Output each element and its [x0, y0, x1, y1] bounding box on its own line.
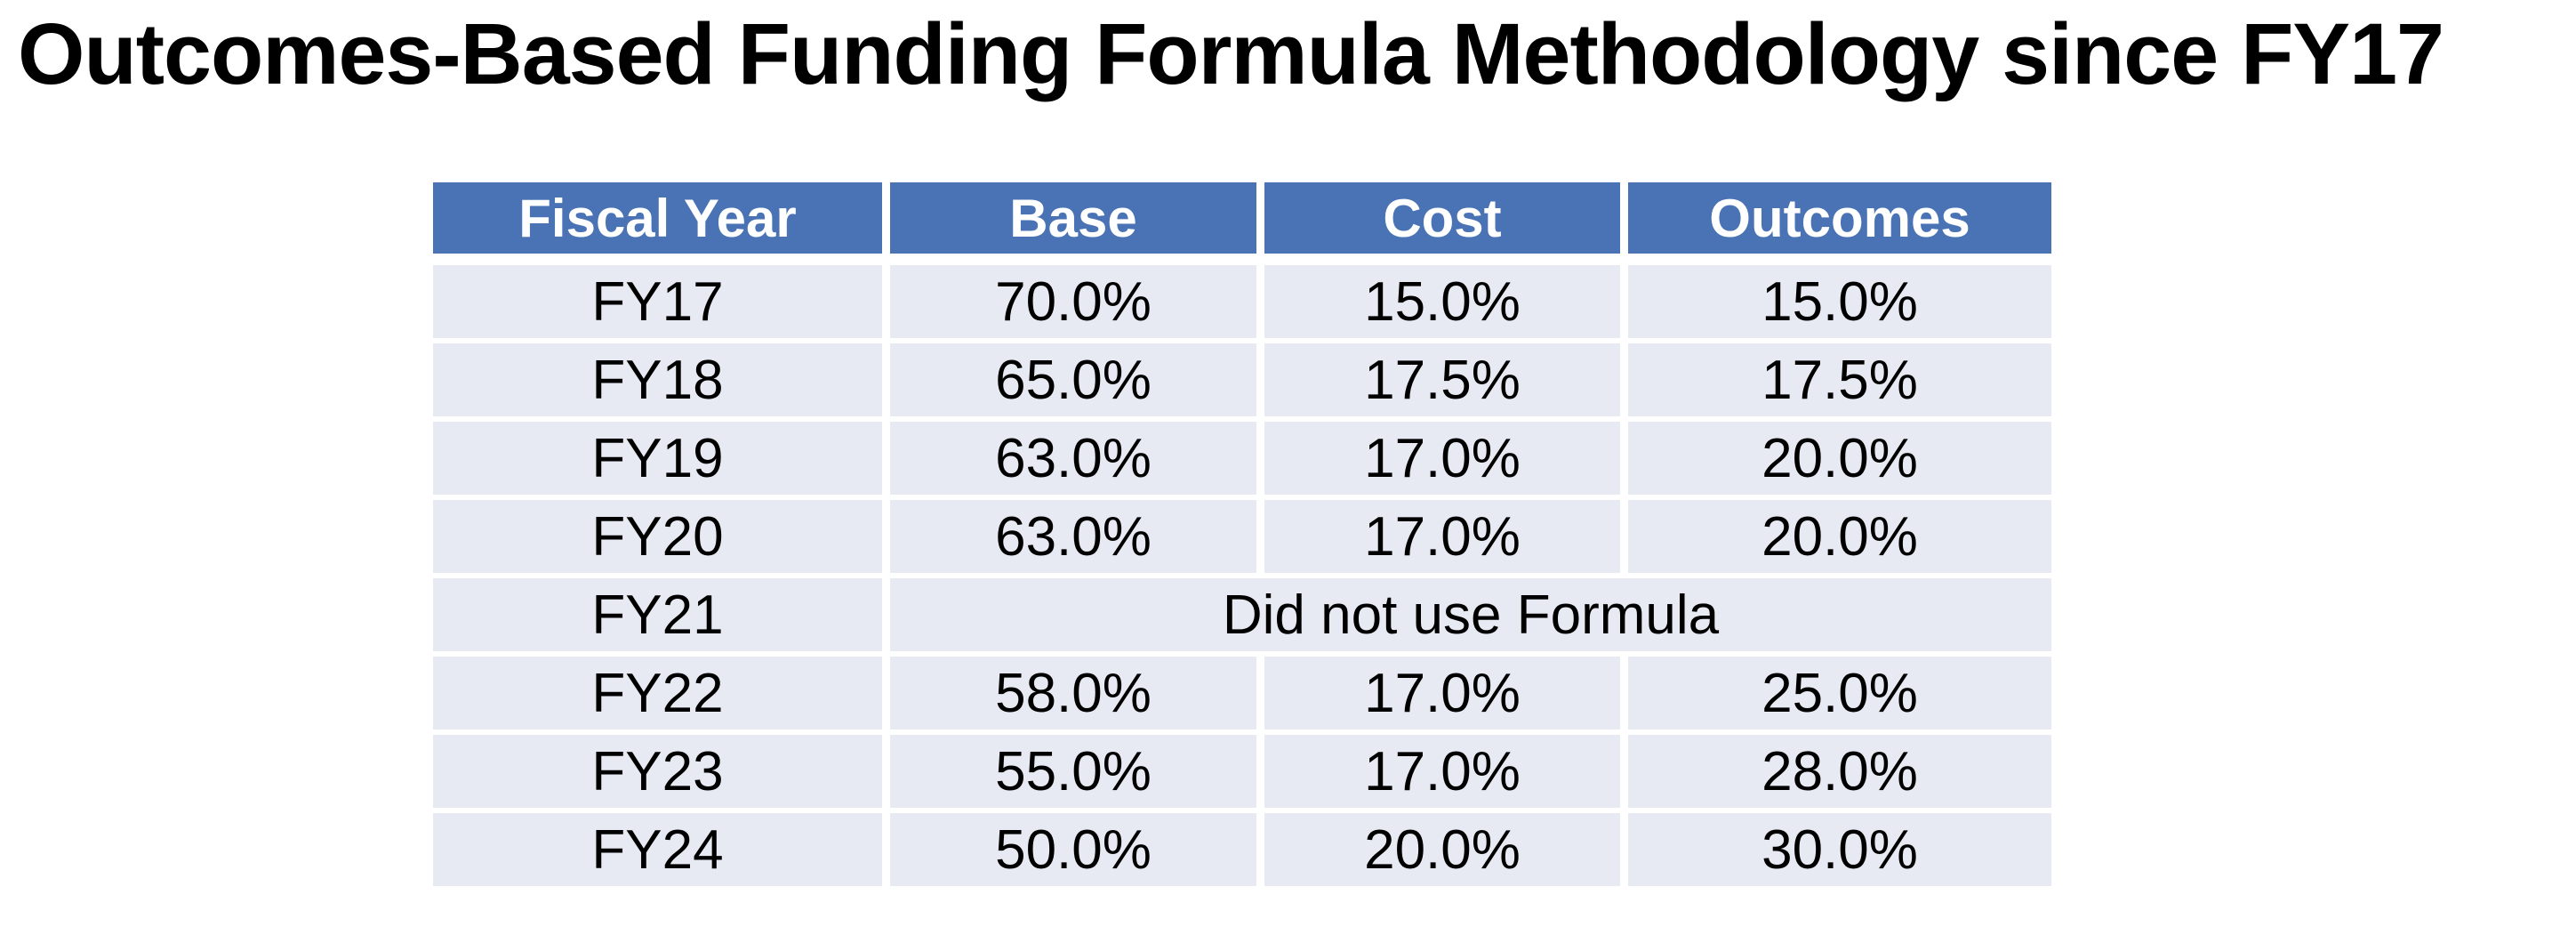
table-row-fy18: FY18 65.0% 17.5% 17.5% — [433, 343, 2051, 416]
table-row-fy19: FY19 63.0% 17.0% 20.0% — [433, 422, 2051, 495]
column-header-outcomes: Outcomes — [1628, 182, 2051, 260]
table-row-fy17: FY17 70.0% 15.0% 15.0% — [433, 265, 2051, 338]
cell-base: 58.0% — [890, 657, 1256, 729]
cell-base: 50.0% — [890, 813, 1256, 886]
cell-outcomes: 15.0% — [1628, 265, 2051, 338]
cell-year: FY24 — [433, 813, 882, 886]
cell-cost: 17.0% — [1264, 500, 1620, 573]
cell-cost: 17.0% — [1264, 735, 1620, 808]
table-row-fy24: FY24 50.0% 20.0% 30.0% — [433, 813, 2051, 886]
cell-year: FY23 — [433, 735, 882, 808]
table-row-fy21-merged: FY21 Did not use Formula — [433, 578, 2051, 651]
cell-cost: 17.0% — [1264, 657, 1620, 729]
cell-outcomes: 20.0% — [1628, 500, 2051, 573]
cell-outcomes: 17.5% — [1628, 343, 2051, 416]
cell-base: 63.0% — [890, 422, 1256, 495]
cell-outcomes: 28.0% — [1628, 735, 2051, 808]
column-header-cost: Cost — [1264, 182, 1620, 260]
funding-formula-table: Fiscal Year Base Cost Outcomes FY17 70.0… — [425, 177, 2059, 891]
page-title: Outcomes-Based Funding Formula Methodolo… — [18, 5, 2444, 102]
cell-merged-note: Did not use Formula — [890, 578, 2051, 651]
table-row-fy20: FY20 63.0% 17.0% 20.0% — [433, 500, 2051, 573]
cell-base: 63.0% — [890, 500, 1256, 573]
cell-cost: 17.5% — [1264, 343, 1620, 416]
cell-cost: 20.0% — [1264, 813, 1620, 886]
table-row-fy22: FY22 58.0% 17.0% 25.0% — [433, 657, 2051, 729]
cell-outcomes: 25.0% — [1628, 657, 2051, 729]
column-header-base: Base — [890, 182, 1256, 260]
cell-outcomes: 30.0% — [1628, 813, 2051, 886]
cell-year: FY17 — [433, 265, 882, 338]
cell-base: 70.0% — [890, 265, 1256, 338]
cell-year: FY19 — [433, 422, 882, 495]
cell-year: FY22 — [433, 657, 882, 729]
cell-cost: 17.0% — [1264, 422, 1620, 495]
cell-base: 65.0% — [890, 343, 1256, 416]
cell-base: 55.0% — [890, 735, 1256, 808]
cell-cost: 15.0% — [1264, 265, 1620, 338]
cell-outcomes: 20.0% — [1628, 422, 2051, 495]
cell-year: FY21 — [433, 578, 882, 651]
column-header-fiscal-year: Fiscal Year — [433, 182, 882, 260]
cell-year: FY18 — [433, 343, 882, 416]
cell-year: FY20 — [433, 500, 882, 573]
table-row-fy23: FY23 55.0% 17.0% 28.0% — [433, 735, 2051, 808]
header-row: Fiscal Year Base Cost Outcomes — [433, 182, 2051, 260]
